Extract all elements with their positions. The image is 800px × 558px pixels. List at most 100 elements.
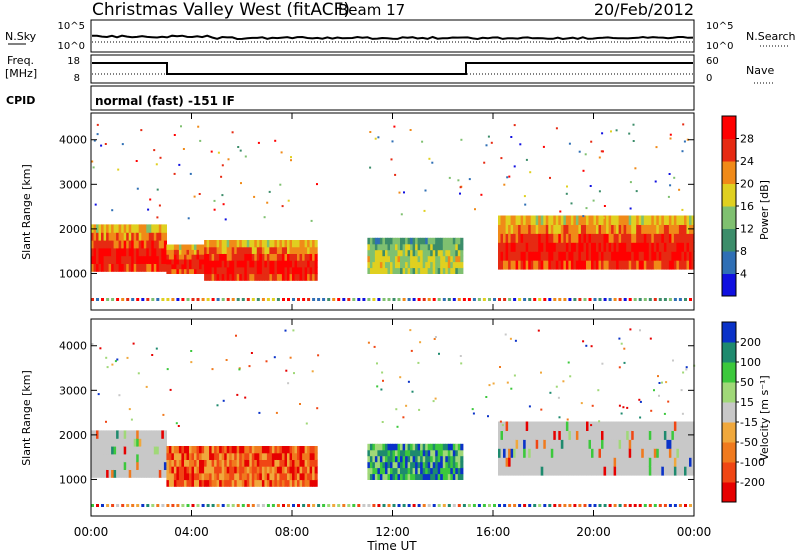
scatter-cell [596, 224, 600, 234]
freq-label: Freq. [7, 54, 34, 67]
scatter-cell [425, 243, 429, 251]
near-range-cell [116, 504, 120, 507]
scatter-cell [427, 461, 431, 469]
scatter-cell [608, 251, 612, 261]
scatter-cell [525, 466, 529, 476]
sparse-echo [96, 123, 99, 126]
scatter-cell [173, 452, 177, 460]
scatter-cell [608, 439, 612, 449]
colorbar-tick-label: -15 [740, 416, 758, 429]
near-range-cell [498, 504, 501, 507]
scatter-cell [211, 459, 215, 467]
scatter-cell [508, 421, 512, 431]
scatter-cell [410, 473, 414, 480]
near-range-cell [211, 504, 215, 507]
scatter-cell [535, 448, 539, 458]
scatter-cell [214, 260, 218, 268]
scatter-cell [133, 263, 137, 272]
sparse-echo [149, 198, 152, 201]
scatter-cell [271, 466, 275, 474]
nave-tick-top: 60 [706, 56, 719, 67]
scatter-cell [538, 466, 542, 476]
scatter-cell [603, 421, 607, 431]
scatter-cell [686, 215, 690, 225]
scatter-cell [586, 448, 590, 458]
scatter-cell [593, 421, 597, 431]
near-range-cell [538, 298, 542, 301]
scatter-cell [518, 260, 522, 270]
scatter-cell [648, 224, 652, 234]
scatter-cell [565, 430, 569, 440]
scatter-cell [555, 233, 559, 243]
scatter-cell [500, 466, 504, 476]
near-range-cell [593, 504, 597, 507]
scatter-cell [264, 479, 268, 487]
scatter-cell [312, 253, 316, 261]
scatter-cell [236, 260, 240, 268]
scatter-cell [259, 253, 263, 261]
scatter-cell [186, 466, 190, 474]
scatter-cell [684, 260, 688, 270]
sparse-echo [623, 347, 626, 350]
scatter-cell [244, 446, 248, 454]
scatter-cell [239, 246, 243, 254]
scatter-cell [646, 242, 650, 252]
sparse-echo [316, 407, 319, 410]
near-range-cell [648, 504, 652, 507]
scatter-cell [299, 452, 303, 460]
scatter-cell [201, 472, 205, 481]
scatter-cell [598, 421, 602, 431]
scatter-cell [402, 243, 406, 251]
scatter-cell [631, 242, 635, 252]
near-range-cell [377, 298, 381, 301]
scatter-cell [447, 443, 451, 451]
near-range-cell [236, 298, 240, 301]
scatter-cell [113, 263, 117, 272]
scatter-cell [158, 240, 162, 249]
scatter-cell [392, 255, 396, 263]
scatter-cell [530, 439, 534, 449]
scatter-cell [367, 267, 371, 274]
sparse-echo [485, 396, 488, 398]
scatter-cell [264, 452, 268, 460]
sparse-echo [590, 140, 593, 143]
scatter-cell [392, 267, 396, 274]
scatter-cell [126, 247, 130, 257]
sparse-echo [460, 138, 463, 141]
scatter-cell [221, 253, 225, 261]
scatter-cell [691, 466, 695, 476]
scatter-cell [671, 260, 675, 270]
scatter-cell [583, 260, 587, 270]
scatter-cell [287, 246, 291, 254]
scatter-cell [613, 466, 617, 476]
near-range-cell [578, 298, 582, 301]
sparse-echo [136, 187, 139, 190]
near-range-cell [598, 504, 602, 507]
scatter-cell [309, 452, 313, 460]
scatter-cell [420, 473, 424, 480]
scatter-cell [681, 260, 685, 270]
scatter-cell [505, 251, 509, 261]
scatter-cell [236, 466, 240, 474]
near-range-cell [638, 504, 642, 507]
date-label: 20/Feb/2012 [594, 0, 694, 19]
scatter-cell [138, 255, 142, 264]
scatter-cell [377, 267, 381, 274]
nsky-tick-bottom: 10^0 [58, 41, 85, 52]
scatter-cell [151, 232, 155, 241]
scatter-cell [563, 242, 567, 252]
scatter-cell [608, 242, 612, 252]
scatter-cell [126, 469, 130, 478]
near-range-cell [437, 504, 441, 507]
sparse-echo [419, 341, 422, 344]
scatter-cell [668, 448, 672, 458]
scatter-cell [440, 455, 444, 463]
scatter-cell [525, 430, 529, 440]
scatter-cell [568, 233, 572, 243]
scatter-cell [440, 461, 444, 469]
scatter-cell [400, 267, 404, 274]
scatter-cell [201, 446, 205, 454]
scatter-cell [633, 448, 637, 458]
sparse-echo [173, 172, 176, 175]
scatter-cell [673, 215, 677, 225]
